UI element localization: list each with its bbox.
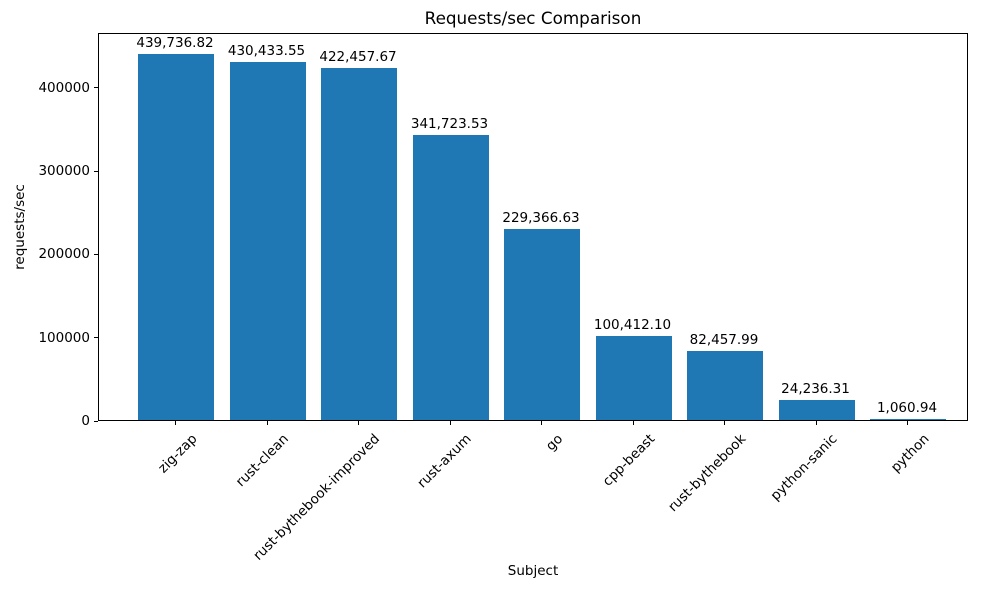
bar-value-label: 341,723.53 — [410, 116, 489, 133]
y-tick-label: 400000 — [38, 79, 90, 96]
x-tick-label-cpp-beast: cpp-beast — [599, 431, 658, 490]
x-tick-mark — [541, 421, 542, 425]
x-tick-mark — [632, 421, 634, 425]
x-tick-mark — [175, 421, 176, 425]
y-tick-mark — [94, 170, 98, 172]
x-tick-label-rust-bythebook: rust-bythebook — [665, 431, 750, 516]
bar-value-label: 439,736.82 — [136, 34, 214, 51]
bar-zig-zap — [138, 53, 214, 420]
y-tick-mark — [94, 253, 98, 255]
bar-python — [870, 419, 946, 420]
bar-value-label: 430,433.55 — [227, 42, 306, 59]
x-tick-mark — [815, 421, 817, 425]
x-tick-label-go: go — [543, 431, 567, 455]
y-tick-mark — [94, 87, 98, 89]
bar-value-label: 1,060.94 — [876, 400, 938, 416]
x-tick-mark — [449, 421, 451, 425]
y-tick-label: 0 — [81, 413, 90, 429]
bar-python-sanic — [778, 399, 855, 420]
y-tick-mark — [94, 337, 98, 339]
bar-value-label: 422,457.67 — [319, 49, 397, 66]
bar-rust-axum — [412, 135, 489, 420]
bar-rust-bythebook-improved — [321, 68, 397, 420]
bar-cpp-beast — [595, 336, 672, 420]
y-tick-label: 100000 — [38, 329, 90, 346]
bar-value-label: 229,366.63 — [502, 210, 580, 227]
x-tick-mark — [358, 421, 359, 425]
chart-title: Requests/sec Comparison — [424, 8, 642, 28]
plot-area — [98, 33, 968, 421]
x-tick-mark — [266, 421, 268, 425]
y-tick-label: 300000 — [38, 163, 90, 180]
bar-rust-bythebook — [687, 351, 763, 420]
bar-value-label: 100,412.10 — [593, 317, 672, 334]
x-axis-label: Subject — [507, 563, 559, 579]
x-tick-label-python: python — [887, 431, 933, 476]
y-tick-label: 200000 — [38, 246, 90, 263]
x-tick-mark — [724, 421, 725, 425]
bar-go — [504, 229, 580, 420]
bar-value-label: 24,236.31 — [781, 380, 850, 397]
x-tick-label-zig-zap: zig-zap — [154, 431, 201, 477]
y-axis-label: requests/sec — [12, 184, 28, 270]
x-tick-label-rust-axum: rust-axum — [414, 431, 475, 492]
x-tick-label-rust-clean: rust-clean — [232, 431, 292, 491]
bar-value-label: 82,457.99 — [689, 332, 759, 349]
x-tick-mark — [907, 421, 908, 425]
x-tick-label-python-sanic: python-sanic — [767, 431, 841, 504]
bar-rust-clean — [229, 61, 306, 420]
y-tick-mark — [94, 420, 98, 422]
